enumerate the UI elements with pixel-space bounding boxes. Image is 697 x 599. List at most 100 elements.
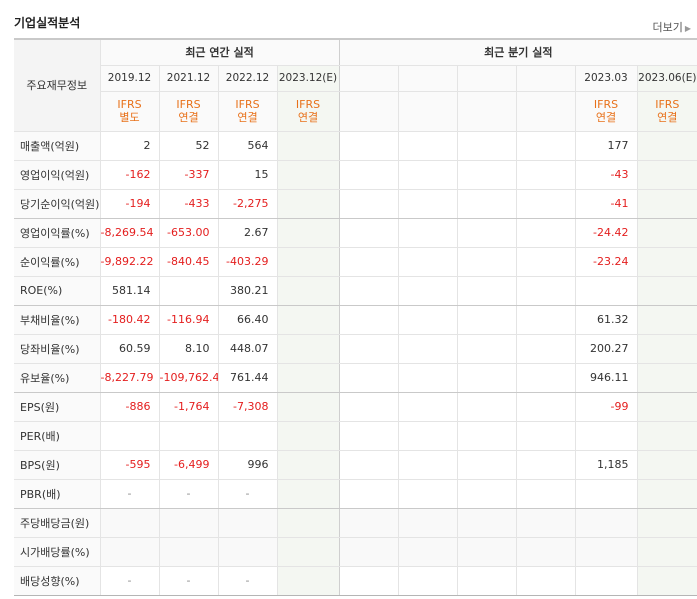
period-header	[515, 65, 576, 92]
consolidation-type: 연결	[237, 111, 258, 124]
row-label: 영업이익률(%)	[14, 218, 100, 248]
table-cell	[397, 218, 458, 248]
row-label: 당좌비율(%)	[14, 334, 100, 364]
table-cell	[276, 276, 340, 306]
period-header	[456, 65, 517, 92]
table-row: PER(배)	[14, 421, 697, 451]
table-cell	[515, 160, 576, 190]
table-cell	[276, 479, 340, 509]
table-row: 영업이익률(%) -8,269.54 -653.00 2.67 -24.42	[14, 218, 697, 248]
table-cell: -1,764	[158, 392, 218, 422]
table-cell	[276, 508, 340, 538]
table-cell: 448.07	[217, 334, 277, 364]
table-cell	[515, 421, 576, 451]
table-cell: 66.40	[217, 305, 277, 335]
annual-group-header: 최근 연간 실적	[99, 38, 340, 66]
period-header: 2019.12	[99, 65, 159, 92]
table-cell: -	[99, 479, 159, 509]
table-cell: -403.29	[217, 247, 277, 277]
table-row: 영업이익(억원) -162 -337 15 -43	[14, 160, 697, 190]
table-row: 당기순이익(억원) -194 -433 -2,275 -41	[14, 189, 697, 219]
period-header: 2023.06(E)	[636, 65, 697, 92]
table-cell	[276, 305, 340, 335]
table-cell: 52	[158, 131, 218, 161]
table-cell: -41	[574, 189, 638, 219]
period-header	[397, 65, 458, 92]
period-header	[338, 65, 399, 92]
period-header: 2022.12	[217, 65, 277, 92]
table-cell	[158, 421, 218, 451]
standard-header: IFRS 연결	[217, 91, 277, 132]
row-label: 영업이익(억원)	[14, 160, 100, 190]
standard-type: IFRS	[593, 98, 619, 111]
table-cell	[338, 363, 399, 393]
row-label: PER(배)	[14, 421, 100, 451]
table-cell	[515, 218, 576, 248]
table-cell	[338, 537, 399, 567]
consolidation-type: 연결	[657, 111, 678, 124]
table-cell	[636, 392, 697, 422]
table-row: 매출액(억원) 2 52 564 177	[14, 131, 697, 161]
table-cell: -116.94	[158, 305, 218, 335]
table-cell	[574, 276, 638, 306]
table-cell	[636, 305, 697, 335]
table-cell: 1,185	[574, 450, 638, 480]
table-cell: -840.45	[158, 247, 218, 277]
table-cell: -24.42	[574, 218, 638, 248]
row-label: EPS(원)	[14, 392, 100, 422]
table-cell: -595	[99, 450, 159, 480]
table-cell	[515, 276, 576, 306]
corner-header: 주요재무정보	[14, 38, 100, 132]
section-title: 기업실적분석	[14, 16, 81, 30]
table-cell	[338, 334, 399, 364]
table-cell	[338, 479, 399, 509]
table-cell	[276, 421, 340, 451]
table-cell	[636, 218, 697, 248]
table-cell	[515, 189, 576, 219]
table-cell	[515, 392, 576, 422]
standard-header: IFRS 연결	[158, 91, 218, 132]
consolidation-type: 연결	[297, 111, 319, 124]
table-cell: -23.24	[574, 247, 638, 277]
table-cell: -433	[158, 189, 218, 219]
table-cell: 61.32	[574, 305, 638, 335]
standard-type: IFRS	[117, 98, 142, 111]
table-cell	[456, 218, 517, 248]
table-cell	[456, 160, 517, 190]
table-cell	[636, 247, 697, 277]
table-cell	[456, 334, 517, 364]
table-row: 당좌비율(%) 60.59 8.10 448.07 200.27	[14, 334, 697, 364]
table-cell	[338, 131, 399, 161]
table-row: 시가배당률(%)	[14, 537, 697, 567]
table-cell	[397, 508, 458, 538]
table-cell	[515, 334, 576, 364]
table-cell	[276, 392, 340, 422]
table-cell: -180.42	[99, 305, 159, 335]
standard-header	[338, 91, 399, 132]
table-cell	[276, 566, 340, 596]
more-link[interactable]: 더보기 ▶	[652, 19, 691, 35]
table-cell	[99, 508, 159, 538]
table-cell	[276, 334, 340, 364]
standard-type: IFRS	[655, 98, 680, 111]
table-cell	[397, 479, 458, 509]
table-cell: 581.14	[99, 276, 159, 306]
financial-summary-table: 주요재무정보 최근 연간 실적 최근 분기 실적 2019.12 2021.12 2…	[14, 38, 697, 596]
table-row: ROE(%) 581.14 380.21	[14, 276, 697, 306]
table-cell	[636, 450, 697, 480]
table-cell: 15	[217, 160, 277, 190]
standard-type: IFRS	[235, 98, 260, 111]
row-label: 순이익률(%)	[14, 247, 100, 277]
table-cell	[276, 189, 340, 219]
table-cell	[217, 537, 277, 567]
table-cell	[158, 276, 218, 306]
table-cell: -337	[158, 160, 218, 190]
row-label: 시가배당률(%)	[14, 537, 100, 567]
period-header: 2023.03	[574, 65, 638, 92]
table-cell	[636, 508, 697, 538]
table-cell	[456, 131, 517, 161]
table-cell	[276, 218, 340, 248]
table-cell: -	[99, 566, 159, 596]
table-cell: -43	[574, 160, 638, 190]
table-cell	[515, 247, 576, 277]
